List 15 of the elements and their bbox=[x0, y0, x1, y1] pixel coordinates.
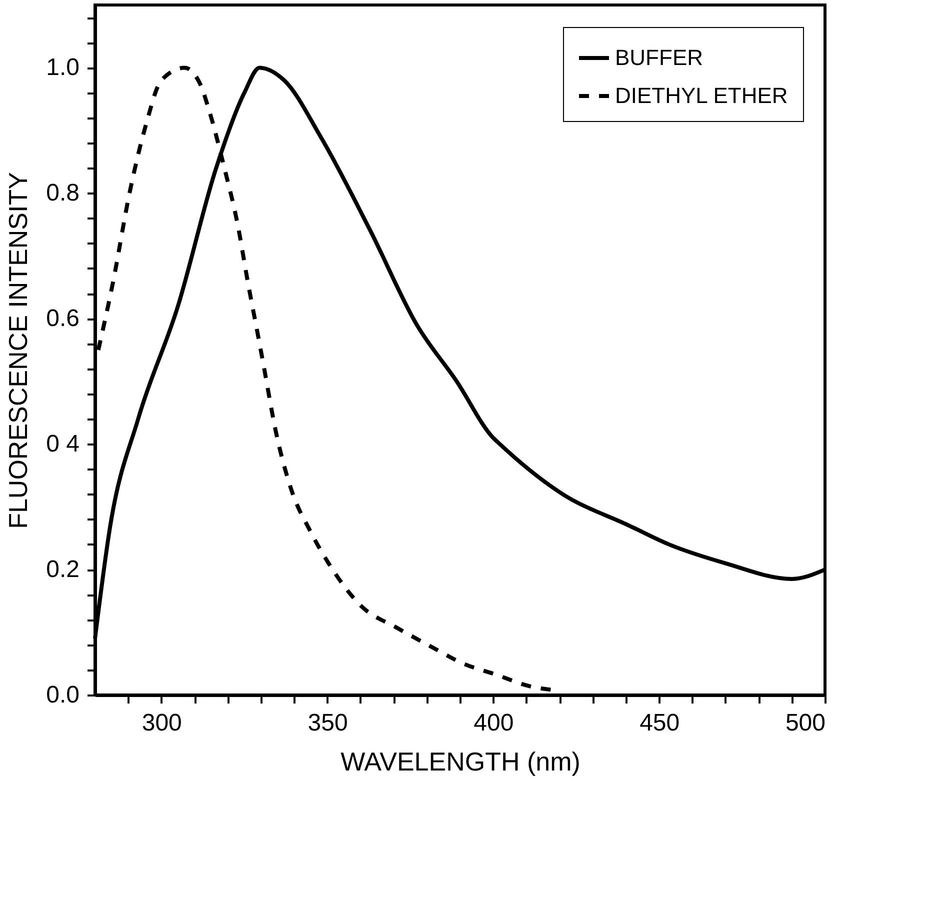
y-tick-label: 1.0 bbox=[46, 54, 80, 82]
x-tick-label: 350 bbox=[308, 710, 348, 736]
x-axis-title: WAVELENGTH (nm) bbox=[340, 746, 580, 776]
x-tick-label: 400 bbox=[474, 710, 514, 736]
y-tick-label: 0.0 bbox=[46, 682, 80, 708]
x-tick-label: 500 bbox=[785, 710, 826, 736]
y-tick-label: 0.2 bbox=[46, 556, 80, 584]
x-tick-label: 450 bbox=[640, 710, 680, 736]
y-tick-label: 0.8 bbox=[46, 180, 80, 207]
y-tick-label: 0 4 bbox=[46, 430, 80, 458]
legend-label: BUFFER bbox=[615, 45, 703, 70]
x-tick-label: 300 bbox=[142, 710, 182, 736]
y-axis-title: FLUORESCENCE INTENSITY bbox=[3, 172, 34, 529]
legend-label: DIETHYL ETHER bbox=[615, 83, 788, 108]
y-tick-label: 0.6 bbox=[46, 305, 80, 332]
